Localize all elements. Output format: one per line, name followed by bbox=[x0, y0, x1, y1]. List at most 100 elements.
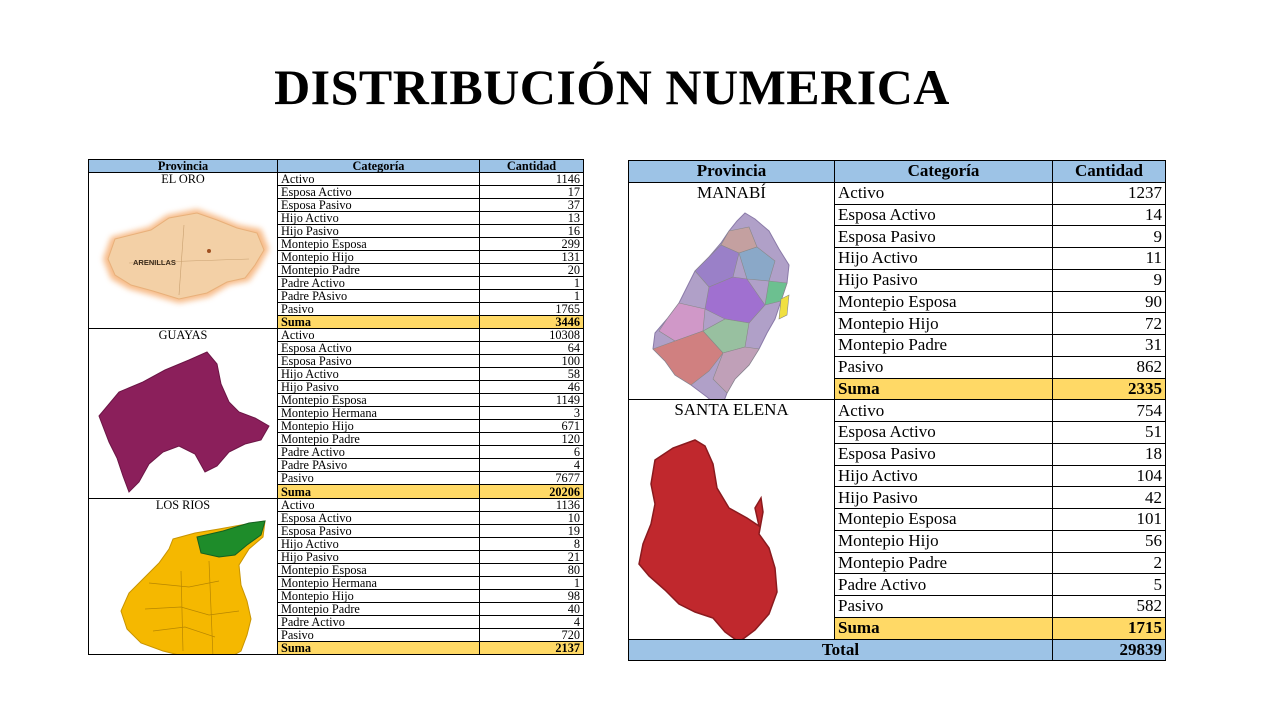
quantity-cell: 299 bbox=[479, 237, 584, 252]
table-row: Montepio Esposa 90 bbox=[629, 290, 1166, 314]
province-name: SANTA ELENA bbox=[674, 400, 789, 420]
category-cell: Montepio Esposa bbox=[834, 290, 1053, 314]
category-cell: Pasivo bbox=[277, 627, 480, 642]
quantity-cell: 46 bbox=[479, 380, 584, 395]
quantity-cell: 10 bbox=[479, 510, 584, 525]
suma-row: Suma 20206 bbox=[89, 484, 584, 499]
quantity-cell: 1136 bbox=[479, 497, 584, 512]
quantity-cell: 20 bbox=[479, 263, 584, 278]
quantity-cell: 4 bbox=[479, 458, 584, 473]
category-cell: Montepio Esposa bbox=[277, 393, 480, 408]
table-header-row: Provincia Categoría Cantidad bbox=[88, 159, 584, 173]
category-cell: Hijo Pasivo bbox=[834, 268, 1053, 292]
category-cell: Padre Activo bbox=[834, 573, 1053, 596]
santa-elena-map bbox=[638, 439, 778, 638]
table-row: Hijo Pasivo 42 bbox=[629, 486, 1166, 509]
category-cell: Esposa Activo bbox=[277, 185, 480, 200]
quantity-cell: 720 bbox=[479, 627, 584, 642]
suma-value: 2335 bbox=[1052, 377, 1166, 401]
category-cell: Hijo Pasivo bbox=[277, 224, 480, 239]
category-cell: Activo bbox=[277, 497, 480, 512]
quantity-cell: 58 bbox=[479, 367, 584, 382]
header-provincia: Provincia bbox=[628, 160, 835, 183]
category-cell: Padre Activo bbox=[277, 614, 480, 629]
quantity-cell: 7677 bbox=[479, 471, 584, 486]
table-row: Montepio Hijo 98 bbox=[89, 588, 584, 603]
category-cell: Padre PAsivo bbox=[277, 289, 480, 304]
quantity-cell: 1 bbox=[479, 289, 584, 304]
quantity-cell: 16 bbox=[479, 224, 584, 239]
quantity-cell: 42 bbox=[1052, 486, 1166, 509]
category-cell: Montepio Hijo bbox=[277, 588, 480, 603]
quantity-cell: 754 bbox=[1052, 399, 1166, 422]
category-cell: Montepio Padre bbox=[834, 551, 1053, 575]
suma-value: 2137 bbox=[479, 640, 584, 655]
category-cell: Montepio Padre bbox=[277, 432, 480, 447]
quantity-cell: 1146 bbox=[479, 171, 584, 187]
quantity-cell: 9 bbox=[1052, 268, 1166, 292]
category-cell: Montepio Hijo bbox=[834, 312, 1053, 335]
header-categoria: Categoría bbox=[834, 160, 1053, 183]
quantity-cell: 37 bbox=[479, 198, 584, 213]
suma-row: Suma 3446 bbox=[89, 315, 584, 330]
province-cell-el-oro: EL ORO ARENILLAS bbox=[88, 171, 278, 330]
category-cell: Pasivo bbox=[277, 471, 480, 486]
quantity-cell: 120 bbox=[479, 432, 584, 447]
header-cantidad: Cantidad bbox=[479, 159, 584, 173]
category-cell: Hijo Activo bbox=[277, 536, 480, 551]
quantity-cell: 80 bbox=[479, 562, 584, 577]
table-row: Hijo Activo 58 bbox=[89, 367, 584, 382]
quantity-cell: 862 bbox=[1052, 355, 1166, 379]
table-row: Esposa Activo 17 bbox=[89, 185, 584, 200]
category-cell: Hijo Pasivo bbox=[277, 380, 480, 395]
category-cell: Esposa Pasivo bbox=[277, 354, 480, 369]
quantity-cell: 98 bbox=[479, 588, 584, 603]
quantity-cell: 10308 bbox=[479, 328, 584, 343]
category-cell: Hijo Pasivo bbox=[834, 486, 1053, 509]
quantity-cell: 40 bbox=[479, 601, 584, 616]
table-row: Montepio Hijo 131 bbox=[89, 250, 584, 265]
los-rios-map bbox=[120, 520, 266, 654]
table-row: Hijo Pasivo 9 bbox=[629, 268, 1166, 292]
category-cell: Esposa Pasivo bbox=[834, 442, 1053, 466]
quantity-cell: 14 bbox=[1052, 203, 1166, 227]
total-row: Total 29839 bbox=[628, 638, 1166, 662]
quantity-cell: 2 bbox=[1052, 551, 1166, 575]
table-row: GUAYAS Activo 10308 bbox=[88, 328, 584, 499]
quantity-cell: 90 bbox=[1052, 290, 1166, 314]
category-cell: Montepio Hermana bbox=[277, 406, 480, 421]
left-distribution-table: Provincia Categoría Cantidad EL ORO AREN… bbox=[88, 159, 584, 655]
suma-value: 3446 bbox=[479, 315, 584, 330]
table-row: Montepio Padre 120 bbox=[89, 432, 584, 447]
table-row: Esposa Activo 51 bbox=[629, 421, 1166, 444]
table-row: Esposa Activo 10 bbox=[89, 510, 584, 525]
table-row: Esposa Activo 64 bbox=[89, 341, 584, 356]
category-cell: Activo bbox=[834, 399, 1053, 422]
table-row: Montepio Esposa 101 bbox=[629, 508, 1166, 531]
table-row: Montepio Hijo 72 bbox=[629, 312, 1166, 335]
quantity-cell: 5 bbox=[1052, 573, 1166, 596]
table-row: Padre Activo 4 bbox=[89, 614, 584, 629]
table-row: EL ORO ARENILLAS Activo 1146 bbox=[88, 171, 584, 330]
table-row: Padre PAsivo 4 bbox=[89, 458, 584, 473]
category-cell: Esposa Activo bbox=[834, 421, 1053, 444]
page-title: DISTRIBUCIÓN NUMERICA bbox=[274, 59, 950, 115]
quantity-cell: 6 bbox=[479, 445, 584, 460]
suma-label: Suma bbox=[834, 616, 1053, 640]
province-cell-guayas: GUAYAS bbox=[88, 328, 278, 499]
table-row: Montepio Padre 31 bbox=[629, 334, 1166, 357]
category-cell: Padre PAsivo bbox=[277, 458, 480, 473]
province-name: MANABÍ bbox=[697, 182, 766, 202]
quantity-cell: 19 bbox=[479, 523, 584, 538]
quantity-cell: 671 bbox=[479, 419, 584, 434]
total-label: Total bbox=[628, 638, 1053, 662]
category-cell: Pasivo bbox=[834, 355, 1053, 379]
right-distribution-table: Provincia Categoría Cantidad MANABÍ Acti… bbox=[628, 160, 1166, 662]
quantity-cell: 4 bbox=[479, 614, 584, 629]
category-cell: Pasivo bbox=[834, 595, 1053, 618]
category-cell: Hijo Activo bbox=[277, 367, 480, 382]
category-cell: Esposa Activo bbox=[277, 510, 480, 525]
table-row: Pasivo 862 bbox=[629, 355, 1166, 379]
category-cell: Activo bbox=[277, 171, 480, 187]
category-cell: Montepio Esposa bbox=[834, 508, 1053, 531]
